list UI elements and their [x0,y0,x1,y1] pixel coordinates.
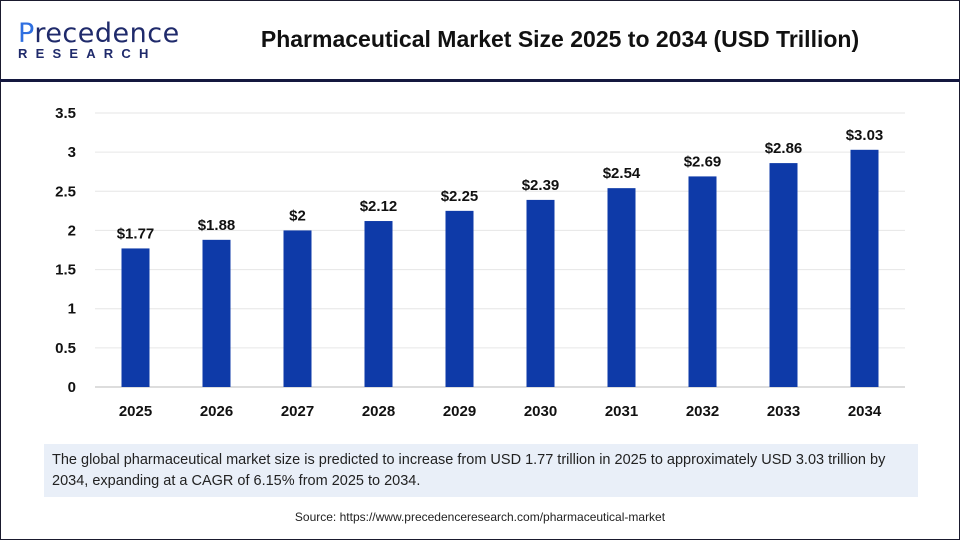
bar [445,210,474,387]
bar [364,221,393,387]
bar [607,188,636,387]
data-label: $2.12 [360,198,398,215]
data-label: $2.54 [603,165,641,182]
data-label: $2.86 [765,140,803,157]
bar [769,163,798,387]
data-label: $2 [289,207,306,224]
source-text: Source: https://www.precedenceresearch.c… [294,510,666,524]
y-tick-label: 1 [68,301,76,318]
y-tick-label: 0.5 [55,340,76,357]
x-tick-label: 2034 [848,403,882,420]
bar [121,248,150,387]
y-tick-label: 3.5 [55,105,76,122]
y-tick-label: 3 [68,144,76,161]
logo: Precedence RESEARCH [18,18,180,61]
x-tick-label: 2030 [524,403,557,420]
header-divider [0,79,960,82]
x-tick-label: 2033 [767,403,800,420]
chart-title: Pharmaceutical Market Size 2025 to 2034 … [260,26,860,52]
data-label: $3.03 [846,127,884,144]
x-tick-label: 2028 [362,403,395,420]
bar [202,239,231,387]
x-tick-label: 2027 [281,403,314,420]
x-tick-label: 2029 [443,403,476,420]
x-tick-label: 2026 [200,403,233,420]
y-tick-label: 2.5 [55,183,76,200]
x-tick-label: 2031 [605,403,638,420]
bar [850,149,879,387]
bar [526,199,555,387]
y-tick-label: 1.5 [55,262,76,279]
data-label: $2.25 [441,188,479,205]
logo-sub: RESEARCH [18,46,157,61]
bar [688,176,717,387]
data-label: $1.88 [198,217,236,234]
data-label: $2.69 [684,153,722,170]
bar [283,230,312,387]
x-tick-label: 2032 [686,403,719,420]
y-tick-label: 0 [68,379,76,396]
data-label: $2.39 [522,177,560,194]
y-tick-label: 2 [68,222,76,239]
caption: The global pharmaceutical market size is… [44,444,918,497]
logo-main: Precedence [18,18,180,49]
x-tick-label: 2025 [119,403,152,420]
data-label: $1.77 [117,225,155,242]
